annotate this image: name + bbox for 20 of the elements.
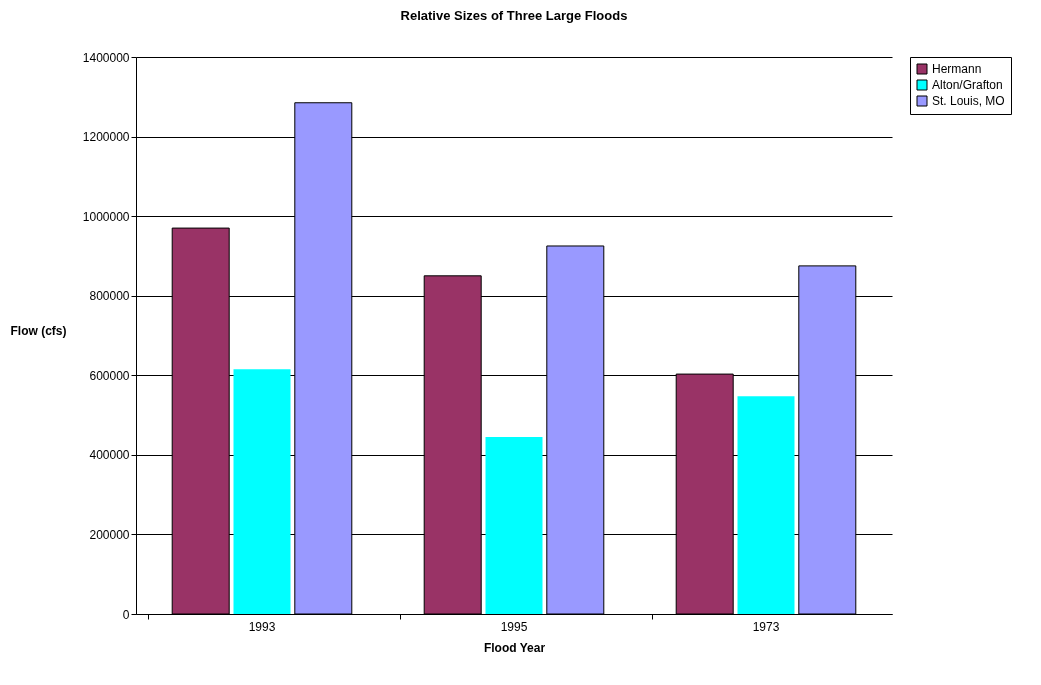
bar (737, 396, 795, 614)
y-tick-label: 1400000 (82, 50, 130, 65)
y-tick-label: 200000 (89, 527, 130, 542)
bar (485, 436, 543, 614)
y-tick-label: 0 (122, 607, 130, 622)
chart-title: Relative Sizes of Three Large Floods (400, 8, 628, 23)
y-tick-label: 1000000 (82, 209, 130, 224)
legend-label: St. Louis, MO (932, 94, 1005, 108)
bar (233, 369, 291, 614)
legend-label: Hermann (932, 62, 982, 76)
x-tick-label: 1973 (752, 619, 780, 634)
legend-label: Alton/Grafton (932, 78, 1003, 92)
y-tick-label: 1200000 (82, 130, 130, 145)
y-tick-label: 600000 (89, 368, 130, 383)
x-tick-label: 1995 (500, 619, 528, 634)
x-tick-label: 1993 (248, 619, 276, 634)
x-axis-title: Flood Year (483, 640, 546, 655)
y-axis-title: Flow (cfs) (10, 323, 67, 338)
y-tick-label: 800000 (89, 289, 130, 304)
y-tick-label: 400000 (89, 448, 130, 463)
